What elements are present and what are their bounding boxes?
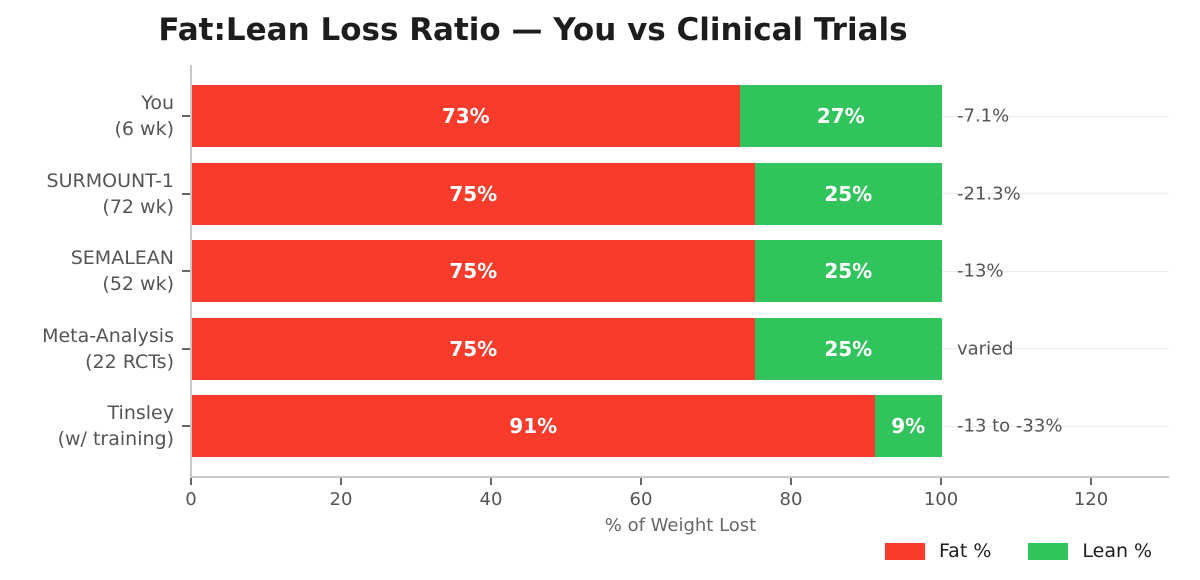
category-label: SURMOUNT-1 (72 wk) xyxy=(0,168,174,220)
fat-bar-segment: 75% xyxy=(192,162,755,225)
row-annotation: varied xyxy=(957,338,1014,359)
category-label: Tinsley (w/ training) xyxy=(0,400,174,452)
category-label-line: (22 RCTs) xyxy=(85,350,174,373)
bar-value-label: 25% xyxy=(824,259,873,283)
row-annotation: -13 to -33% xyxy=(957,415,1063,437)
bar-value-label: 25% xyxy=(824,181,873,206)
row-annotation: -21.3% xyxy=(957,183,1021,204)
y-axis-labels: You (6 wk) SURMOUNT-1 (72 wk) SEMALEAN (52 wk… xyxy=(0,0,174,580)
legend-item-lean: Lean % xyxy=(1028,540,1152,562)
x-tick-label: 0 xyxy=(185,489,197,510)
x-tick-mark xyxy=(640,478,642,485)
bar-value-label: 91% xyxy=(509,414,558,438)
category-label: Meta-Analysis (22 RCTs) xyxy=(0,323,174,375)
bar-row: 91% 9% xyxy=(192,395,942,457)
bar-value-label: 75% xyxy=(449,181,498,206)
category-label-line: (w/ training) xyxy=(57,428,174,450)
y-tick-mark xyxy=(182,115,190,117)
x-tick-label: 80 xyxy=(779,489,803,510)
fat-bar-segment: 73% xyxy=(192,85,740,147)
x-tick-mark xyxy=(1090,478,1092,485)
bar-value-label: 75% xyxy=(449,336,498,361)
bar-row: 75% 25% xyxy=(192,162,942,225)
fat-bar-segment: 91% xyxy=(192,395,875,457)
x-tick-label: 20 xyxy=(329,489,353,510)
bar-row: 75% 25% xyxy=(192,240,942,302)
row-annotation: -7.1% xyxy=(957,105,1010,127)
fat-legend-label: Fat % xyxy=(939,540,992,562)
category-label-line: (72 wk) xyxy=(102,195,174,218)
legend: Fat % Lean % xyxy=(885,540,1152,562)
bar-value-label: 75% xyxy=(449,259,498,283)
y-tick-mark xyxy=(182,270,190,272)
legend-item-fat: Fat % xyxy=(885,540,991,562)
x-tick-label: 100 xyxy=(923,489,959,510)
category-label-line: You xyxy=(141,92,174,114)
x-tick-label: 60 xyxy=(629,489,653,510)
lean-bar-segment: 27% xyxy=(739,85,942,147)
x-tick-mark xyxy=(190,478,192,485)
lean-legend-swatch xyxy=(1028,542,1069,560)
chart-title: Fat:Lean Loss Ratio — You vs Clinical Tr… xyxy=(158,12,908,48)
lean-bar-segment: 9% xyxy=(874,395,942,457)
y-tick-mark xyxy=(182,425,190,427)
bar-value-label: 73% xyxy=(441,104,490,128)
bar-row: 75% 25% xyxy=(192,317,942,380)
category-label-line: SEMALEAN xyxy=(70,247,174,269)
row-annotation: -13% xyxy=(957,260,1004,282)
category-label-line: (6 wk) xyxy=(114,118,175,140)
lean-legend-label: Lean % xyxy=(1082,540,1153,562)
x-tick-mark xyxy=(340,478,342,485)
bar-value-label: 27% xyxy=(816,104,865,128)
x-tick-label: 40 xyxy=(479,489,503,510)
fat-legend-swatch xyxy=(885,542,925,560)
x-axis-line xyxy=(190,476,1169,478)
x-tick-label: 120 xyxy=(1073,489,1109,510)
bar-value-label: 25% xyxy=(824,336,873,361)
fat-bar-segment: 75% xyxy=(192,240,755,302)
category-label-line: Tinsley xyxy=(107,402,174,424)
x-tick-mark xyxy=(940,478,942,485)
x-axis-title: % of Weight Lost xyxy=(604,515,757,536)
lean-bar-segment: 25% xyxy=(754,162,942,225)
lean-bar-segment: 25% xyxy=(754,240,942,302)
category-label-line: SURMOUNT-1 xyxy=(46,169,174,192)
category-label-line: Meta-Analysis xyxy=(42,324,174,347)
x-axis-ticks: 0 20 40 60 80 100 120 xyxy=(185,477,1169,537)
y-tick-mark xyxy=(182,192,190,195)
fat-bar-segment: 75% xyxy=(192,317,755,380)
category-label-line: (52 wk) xyxy=(102,273,174,295)
plot-area: 73% 27% -7.1% 75% 25% -21.3% 75% 25% -13% 75% 25% v… xyxy=(182,65,1169,476)
y-axis-line xyxy=(190,65,192,478)
bar-value-label: 9% xyxy=(891,414,926,438)
category-label: SEMALEAN (52 wk) xyxy=(0,245,174,297)
x-tick-mark xyxy=(490,478,492,485)
lean-bar-segment: 25% xyxy=(754,317,942,380)
x-tick-mark xyxy=(790,478,792,485)
bar-row: 73% 27% xyxy=(192,85,942,147)
category-label: You (6 wk) xyxy=(0,90,175,142)
y-tick-mark xyxy=(182,347,190,350)
